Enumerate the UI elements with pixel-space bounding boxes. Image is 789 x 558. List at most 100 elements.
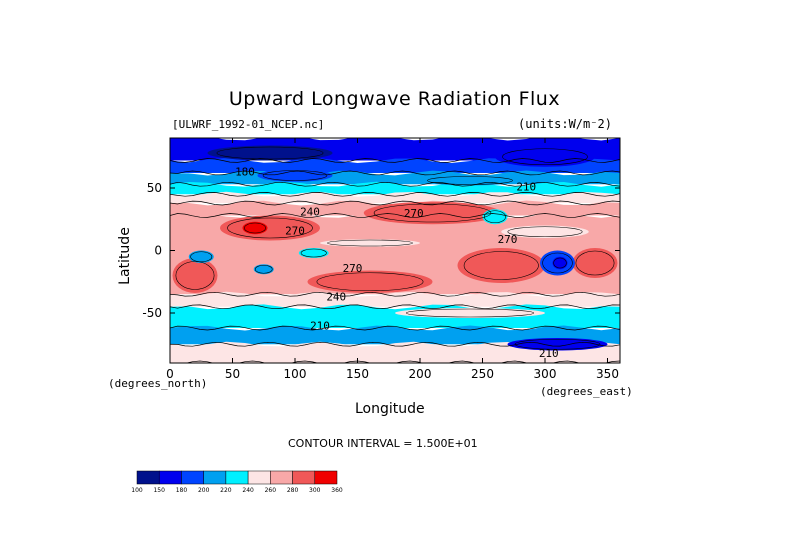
- contour-line: [327, 239, 413, 247]
- field-region: [507, 338, 608, 351]
- colorbar-label: 280: [287, 487, 299, 494]
- contour-line: [254, 264, 273, 274]
- colorbar-swatch: [225, 470, 249, 485]
- field-region: [420, 175, 520, 186]
- lat-band: [170, 304, 620, 328]
- contour-line: [507, 226, 583, 238]
- field-region: [242, 221, 268, 235]
- x-tick-label: 200: [409, 367, 432, 381]
- y-tick-label: 50: [147, 181, 162, 195]
- colorbar-swatch: [270, 470, 293, 485]
- colorbar-swatch: [181, 470, 204, 485]
- x-tick-label: 300: [534, 367, 557, 381]
- field-region: [482, 209, 508, 225]
- field-region: [572, 248, 618, 278]
- colorbar-swatch: [158, 470, 182, 485]
- colorbar-label: 260: [265, 487, 277, 494]
- field-region: [307, 270, 433, 293]
- contour-line: [170, 200, 620, 206]
- x-tick-label: 350: [596, 367, 619, 381]
- contour-line: [170, 304, 620, 310]
- field-region: [207, 145, 333, 161]
- colorbar-swatch: [203, 470, 227, 485]
- field-region: [188, 250, 214, 263]
- x-tick-label: 250: [471, 367, 494, 381]
- contour-line: [216, 146, 324, 160]
- contour-label: 270: [498, 233, 518, 246]
- contour-label: 270: [285, 224, 305, 237]
- colorbar-label: 240: [242, 487, 254, 494]
- contour-line: [170, 170, 620, 176]
- contour-line: [190, 251, 213, 263]
- chart-title: Upward Longwave Radiation Flux: [228, 88, 561, 110]
- contour-line: [300, 248, 327, 258]
- contour-line: [502, 148, 588, 166]
- contour-line: [227, 217, 313, 239]
- colorbar-label: 220: [220, 487, 232, 494]
- colorbar-swatch: [136, 470, 160, 485]
- lat-band: [170, 191, 620, 203]
- field-region: [395, 308, 545, 318]
- contour-lines: [170, 146, 620, 363]
- x-unit-label-2: (degrees_east): [540, 385, 633, 398]
- contour-line: [170, 291, 620, 297]
- field-region: [501, 225, 589, 238]
- contour-label: 270: [343, 262, 363, 275]
- axis-ticks: 0 50 100 150 200 250 300 350 50 0 -50: [142, 138, 620, 381]
- contour-labels: 180 240 270 270 270 270 240 210 210 210: [235, 166, 559, 360]
- contour-line: [316, 272, 424, 292]
- field-region: [320, 239, 420, 247]
- field-region: [253, 264, 274, 275]
- contour-line: [373, 203, 492, 223]
- contour-line: [170, 325, 620, 331]
- x-tick-label: 150: [346, 367, 369, 381]
- contour-line: [170, 213, 620, 218]
- contour-line: [175, 261, 215, 290]
- contour-line: [553, 257, 567, 269]
- contour-label: 210: [516, 181, 536, 194]
- lat-band: [170, 341, 620, 363]
- colorbar-label: 180: [176, 487, 188, 494]
- contour-label: 210: [310, 319, 330, 332]
- x-axis-title: Longitude: [355, 401, 425, 417]
- contour-interval-note: CONTOUR INTERVAL = 1.500E+01: [288, 437, 478, 450]
- field-region: [298, 248, 329, 258]
- x-tick-label: 50: [225, 367, 240, 381]
- x-tick-label: 100: [284, 367, 307, 381]
- colorbar-swatch: [247, 470, 271, 485]
- contour-line: [244, 222, 266, 234]
- y-tick-label: 0: [154, 244, 162, 258]
- field-region: [457, 248, 545, 283]
- field-region: [257, 169, 333, 182]
- contour-label: 270: [404, 207, 424, 220]
- field-region: [363, 201, 502, 225]
- contour-line: [514, 338, 601, 350]
- field-region: [172, 258, 218, 293]
- x-unit-label: (degrees_north): [108, 377, 208, 390]
- chart-subtitle: [ULWRF_1992-01_NCEP.nc]: [172, 118, 325, 131]
- field-region: [495, 146, 595, 167]
- colorbar-label: 150: [153, 487, 165, 494]
- field-region: [220, 215, 320, 241]
- contour-line: [427, 176, 513, 185]
- contour-line: [170, 341, 620, 347]
- lat-band: [170, 181, 620, 195]
- contour-line: [170, 192, 620, 197]
- y-tick-label: -50: [142, 306, 162, 320]
- units-label: (units:W/m⁻2): [518, 117, 612, 131]
- contour-line: [542, 252, 573, 274]
- colorbar-label: 300: [309, 487, 321, 494]
- y-axis-title: Latitude: [116, 227, 133, 285]
- contour-line: [170, 181, 620, 187]
- field-region: [552, 256, 568, 270]
- colorbar-label: 100: [131, 487, 143, 494]
- contour-line: [170, 360, 620, 363]
- colorbar-swatch: [292, 470, 316, 485]
- colorbar-swatch: [314, 470, 338, 485]
- lat-band: [170, 325, 620, 345]
- contour-label: 240: [326, 291, 346, 304]
- contour-line: [484, 210, 506, 224]
- contour-line: [405, 308, 535, 318]
- contour-line: [170, 158, 620, 163]
